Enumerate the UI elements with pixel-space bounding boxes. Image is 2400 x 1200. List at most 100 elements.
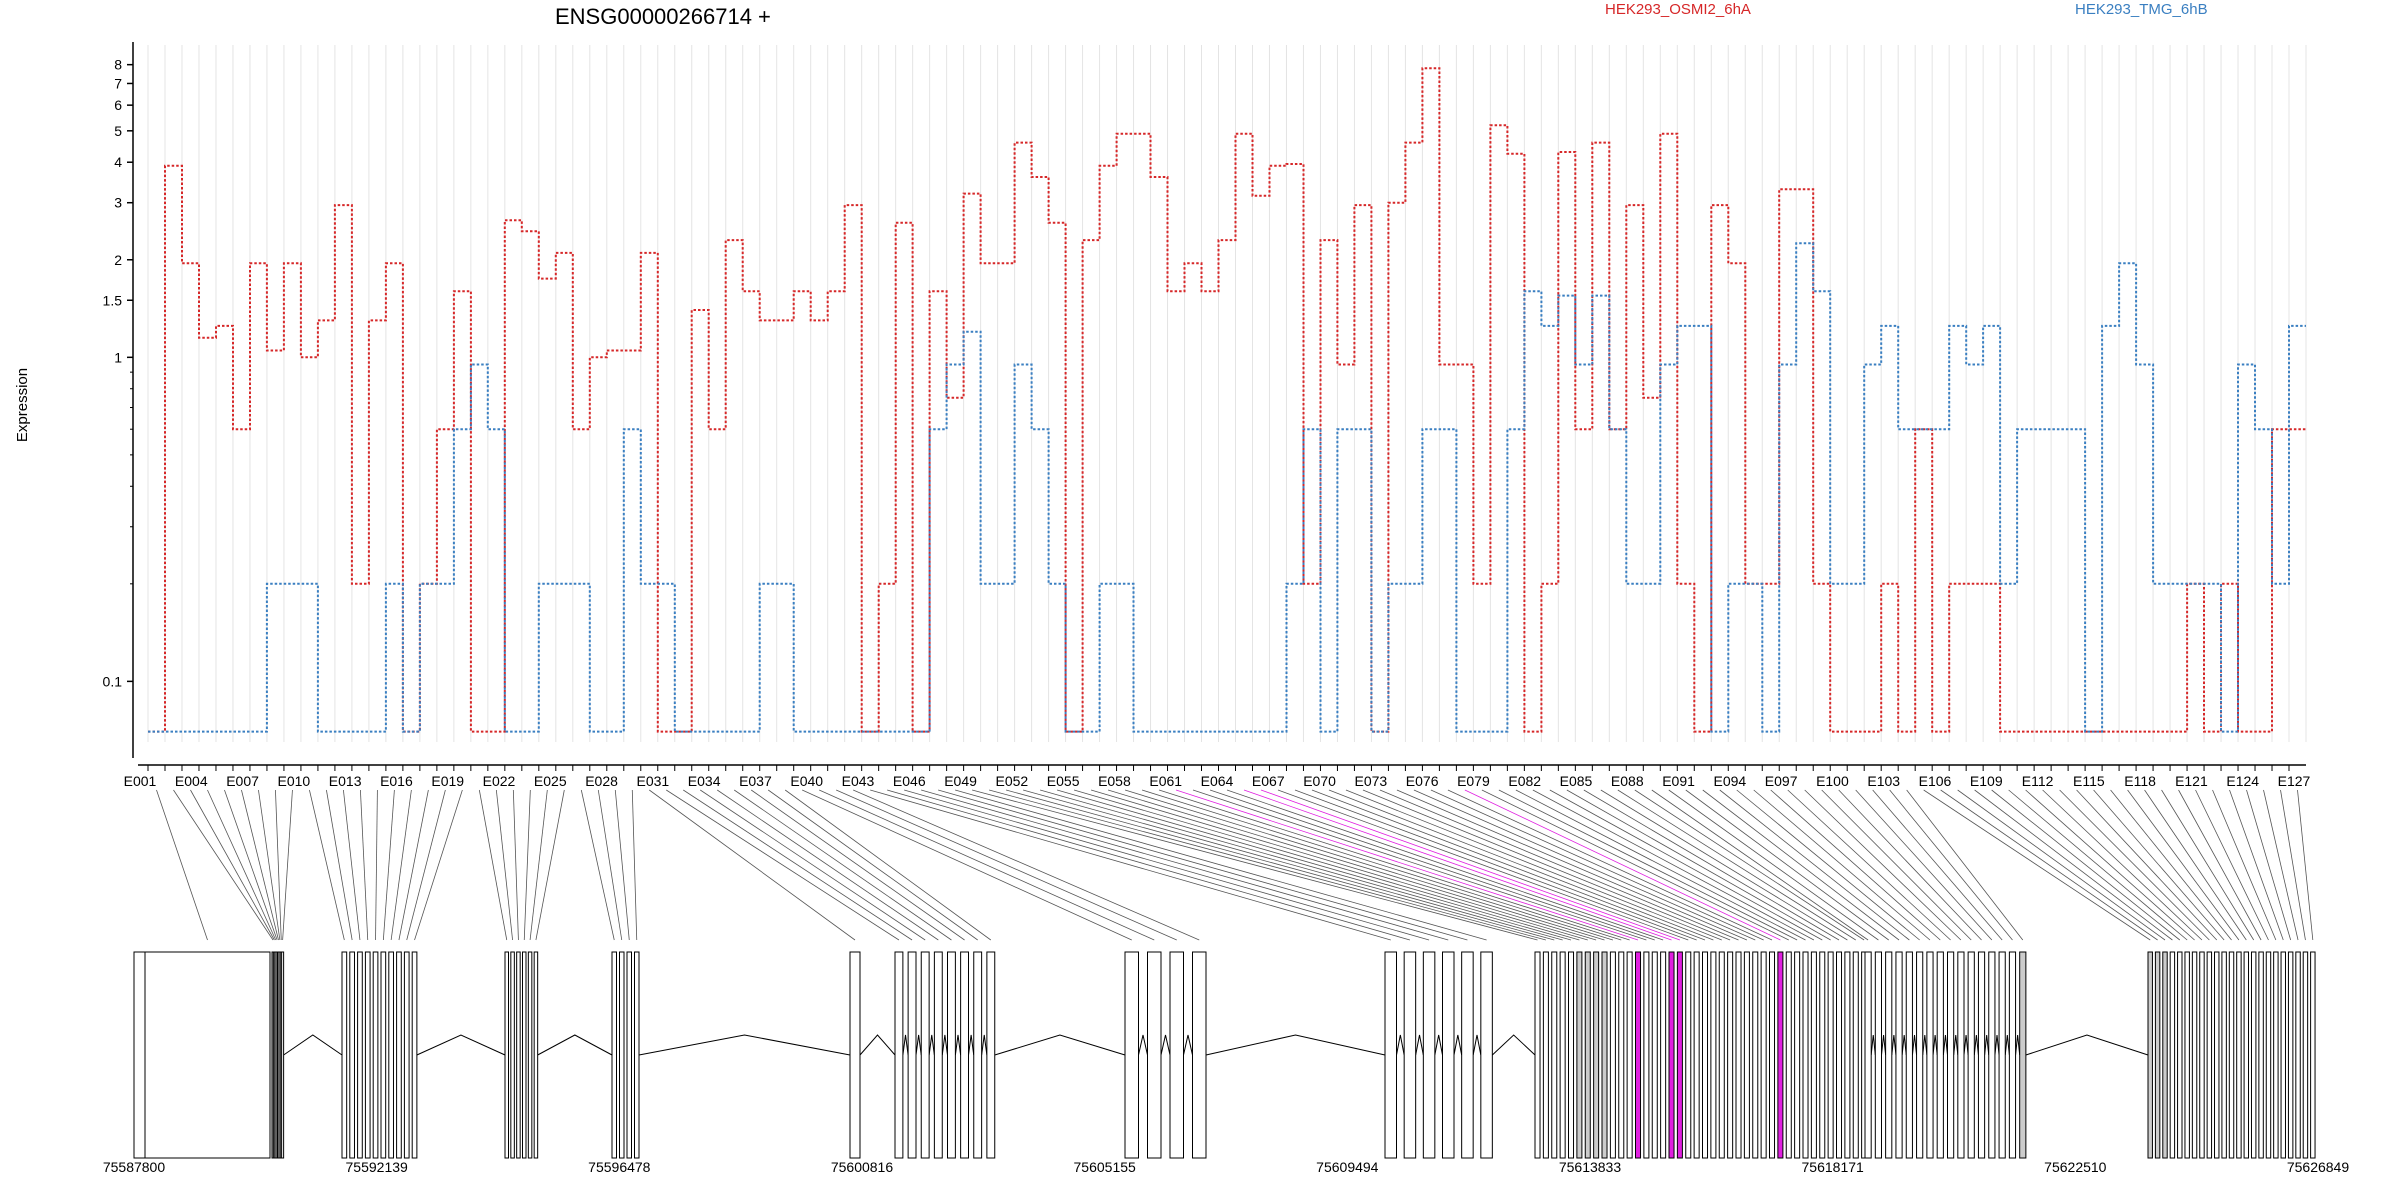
exon-connector [1838,789,1982,941]
exon-connector [2093,789,2225,941]
x-tick-label: E067 [1252,773,1285,789]
exon-box [364,951,371,1159]
exon-box [1147,951,1162,1159]
exon-connector [802,789,1132,941]
exon-connectors [156,789,2314,941]
intron [1963,1034,1969,1056]
exon-box [1635,951,1642,1159]
exon-box [349,951,355,1159]
exon-box [1895,951,1903,1159]
exon-box [1651,951,1658,1159]
exon-connector [1923,789,2151,941]
exon-box [1794,951,1801,1159]
exon-box [1403,951,1417,1159]
x-tick-label: E043 [842,773,875,789]
exon-box [411,951,418,1159]
intron [1160,1034,1171,1056]
exon-box [341,951,348,1159]
exon-box [1660,951,1667,1159]
exon-connector [2195,789,2269,941]
exon-connector [1651,789,1869,941]
exon-box [2169,951,2176,1159]
exon-box [1618,951,1625,1159]
genomic-tick-label: 75605155 [1074,1159,1137,1175]
exon-connector [2297,789,2314,941]
exon-connector [2042,789,2203,941]
exon-connector [631,789,638,941]
genomic-tick-label: 75609494 [1316,1159,1379,1175]
intron [1491,1034,1536,1056]
exon-box [1710,951,1717,1159]
exon-box [1593,951,1600,1159]
exon-box [1693,951,1700,1159]
exon-connector [819,789,1155,941]
exon-connector [309,789,345,941]
exon-box [2221,951,2227,1159]
exon-box [1743,951,1750,1159]
exon-connector [767,789,978,941]
exon-box [1947,951,1955,1159]
exon-connector [1532,789,1815,941]
exon-box [634,951,640,1159]
exon-box [2019,951,2027,1159]
intron [1183,1034,1193,1056]
exon-connector [921,789,1449,941]
x-tick-label: E091 [1662,773,1695,789]
exon-connector [1362,789,1731,941]
intron [1973,1034,1979,1056]
x-tick-label: E019 [431,773,464,789]
exon-box [2199,951,2205,1159]
exon-connector [955,789,1487,941]
intron [859,1034,896,1056]
intron [2004,1034,2010,1056]
x-tick-label: E061 [1149,773,1182,789]
y-tick-label: 4 [114,154,122,170]
exon-box [986,951,996,1159]
x-tick-label: E046 [893,773,926,789]
genomic-tick-label: 75613833 [1559,1159,1622,1175]
x-tick-label: E001 [124,773,157,789]
x-tick-label: E109 [1970,773,2003,789]
exon-connector [2110,789,2232,941]
intron [968,1034,975,1056]
exon-connector [282,789,293,941]
exon-connector [343,789,361,941]
y-tick-label: 2 [114,252,122,268]
exon-connector [406,789,446,941]
exon-connector [597,789,623,941]
intron [941,1034,948,1056]
exon-box [1957,951,1965,1159]
x-tick-label: E118 [2124,773,2156,789]
exon-connector [2161,789,2255,941]
exon-connector [1515,789,1806,941]
exon-box [1461,951,1474,1159]
intron [902,1034,909,1056]
exon-box [2154,951,2161,1159]
exon-box [1676,951,1683,1159]
y-tick-label: 6 [114,97,122,113]
exon-connector [1107,789,1605,941]
exon-connector [1141,789,1622,941]
exon-box [1810,951,1817,1159]
exon-box [2206,951,2213,1159]
exon-box [849,951,861,1159]
exon-box [1609,951,1616,1159]
exon-connector [1719,789,1910,941]
exon-connector [1498,789,1798,941]
exon-connector [1056,789,1580,941]
exon-connector [2025,789,2195,941]
exon-connector [1821,789,1972,941]
exon-connector [717,789,939,941]
exon-connector [1311,789,1706,941]
exon-box [2191,951,2198,1159]
x-tick-label: E016 [380,773,413,789]
exon-box [960,951,969,1159]
exon-box [1905,951,1913,1159]
exon-connector [1345,789,1722,941]
exon-connector [1124,789,1614,941]
intron [1396,1034,1405,1056]
exon-connector [258,789,281,941]
exon-connector [1090,789,1597,941]
exon-box [611,951,617,1159]
